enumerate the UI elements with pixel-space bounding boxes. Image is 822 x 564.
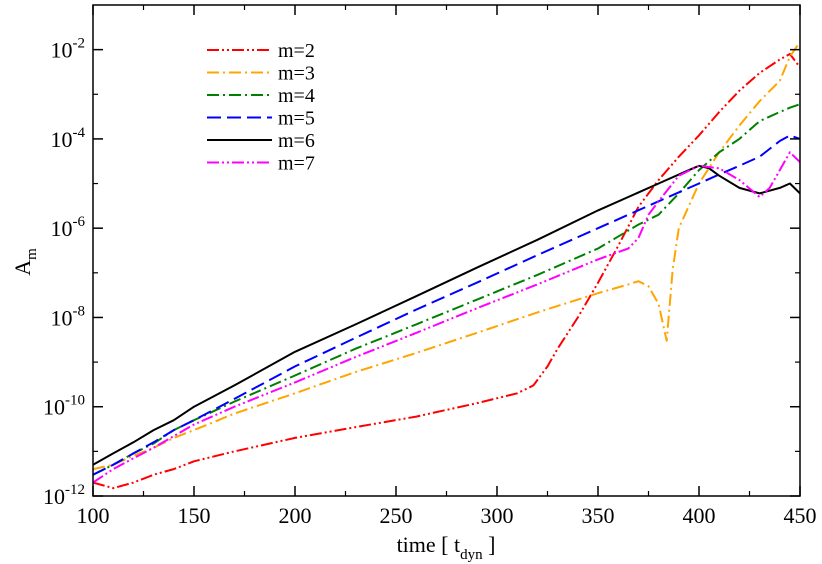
y-tick-label: 10-12 (43, 482, 85, 509)
legend-label: m=4 (278, 85, 315, 107)
y-tick-label: 10-6 (51, 214, 86, 241)
legend-item: m=5 (207, 108, 315, 130)
legend-label: m=2 (278, 40, 315, 62)
x-axis-label: time [ tdyn ] (397, 532, 496, 563)
y-tick-label: 10-4 (51, 125, 86, 152)
x-tick-label: 350 (582, 503, 615, 528)
series-line-m5 (93, 134, 800, 476)
y-tick-label: 10-8 (51, 303, 86, 330)
x-tick-label: 300 (481, 503, 514, 528)
series-line-m4 (93, 103, 800, 476)
legend-item: m=2 (207, 40, 315, 62)
x-tick-label: 400 (683, 503, 716, 528)
legend-label: m=6 (278, 130, 315, 152)
y-tick-label: 10-10 (43, 393, 85, 420)
legend: m=2m=3m=4m=5m=6m=7 (207, 40, 315, 175)
series-line-m2 (93, 53, 800, 490)
legend-item: m=7 (207, 153, 315, 175)
legend-label: m=3 (278, 63, 315, 85)
x-tick-label: 250 (380, 503, 413, 528)
y-axis: 10-12 10-10 10-8 10-6 10-4 10-2 (43, 36, 800, 509)
x-tick-label: 200 (279, 503, 312, 528)
legend-item: m=3 (207, 63, 315, 85)
x-tick-label: 100 (77, 503, 110, 528)
x-tick-label: 450 (784, 503, 817, 528)
series-line-m7 (93, 151, 800, 484)
legend-label: m=5 (278, 108, 315, 130)
legend-label: m=7 (278, 153, 315, 175)
x-tick-label: 150 (178, 503, 211, 528)
plot-area (93, 41, 800, 490)
series-line-m6 (93, 164, 800, 466)
y-tick-label: 10-2 (51, 36, 86, 63)
x-axis: 100 150 200 250 300 350 400 450 (77, 5, 817, 528)
plot-frame (92, 4, 801, 497)
y-axis-label: Am (10, 248, 40, 276)
series-line-m3 (93, 41, 800, 471)
legend-item: m=6 (207, 130, 315, 152)
legend-item: m=4 (207, 85, 315, 107)
